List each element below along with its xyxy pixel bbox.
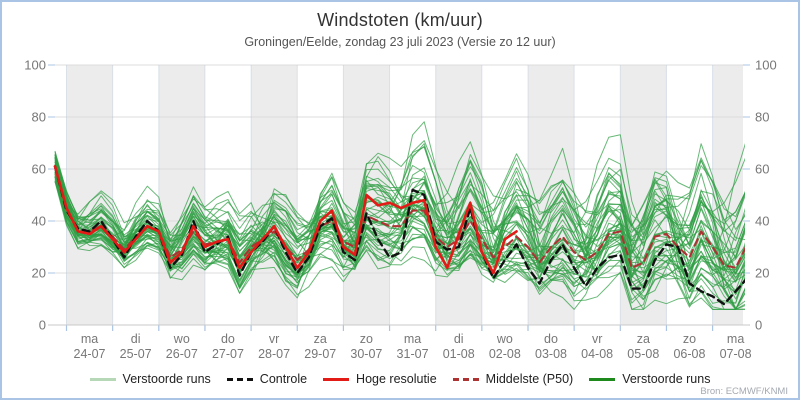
legend-label: Controle xyxy=(259,372,308,386)
legend-swatch-solid xyxy=(89,377,116,381)
legend-label: Verstoorde runs xyxy=(122,372,211,386)
day-date-label: 05-08 xyxy=(627,347,659,361)
legend-swatch-solid xyxy=(323,377,350,381)
day-of-week-label: za xyxy=(637,332,650,346)
series-line-middelste-p50- xyxy=(53,165,745,269)
legend-item-4: Verstoorde runs xyxy=(589,372,710,386)
ensemble-member-line xyxy=(54,164,745,293)
legend-item-3: Middelste (P50) xyxy=(452,372,574,386)
day-date-label: 29-07 xyxy=(304,347,336,361)
day-date-label: 30-07 xyxy=(350,347,382,361)
y-axis-label-left: 20 xyxy=(32,266,46,281)
legend-item-2: Hoge resolutie xyxy=(323,372,437,386)
y-axis-label-right: 40 xyxy=(755,214,769,229)
y-axis-label-right: 20 xyxy=(755,266,769,281)
day-of-week-label: ma xyxy=(81,332,98,346)
day-of-week-label: do xyxy=(544,332,558,346)
day-of-week-label: di xyxy=(131,332,141,346)
y-axis-label-left: 100 xyxy=(24,58,46,73)
day-date-label: 31-07 xyxy=(397,347,429,361)
y-axis-label-left: 80 xyxy=(32,110,46,125)
day-of-week-label: ma xyxy=(404,332,421,346)
legend-swatch-dashed xyxy=(226,377,253,381)
ensemble-member-line xyxy=(54,180,745,300)
legend-item-1: Controle xyxy=(226,372,308,386)
day-of-week-label: di xyxy=(454,332,464,346)
day-of-week-label: za xyxy=(314,332,327,346)
legend-swatch-solid xyxy=(589,377,616,381)
y-axis-label-right: 100 xyxy=(755,58,777,73)
y-axis-label-left: 0 xyxy=(39,318,46,333)
ensemble-member-line xyxy=(54,161,745,282)
day-date-label: 03-08 xyxy=(535,347,567,361)
legend-item-0: Verstoorde runs xyxy=(89,372,211,386)
y-axis-label-left: 60 xyxy=(32,162,46,177)
ensemble-member-line xyxy=(54,157,745,299)
series-line-hoge-resolutie xyxy=(53,165,518,275)
day-date-label: 04-08 xyxy=(581,347,613,361)
day-date-label: 07-08 xyxy=(720,347,752,361)
legend-label: Middelste (P50) xyxy=(485,372,574,386)
day-date-label: 06-08 xyxy=(673,347,705,361)
y-axis-label-right: 60 xyxy=(755,162,769,177)
day-date-label: 28-07 xyxy=(258,347,290,361)
day-of-week-label: wo xyxy=(173,332,190,346)
y-axis-label-left: 40 xyxy=(32,214,46,229)
day-date-label: 24-07 xyxy=(74,347,106,361)
legend-label: Hoge resolutie xyxy=(356,372,437,386)
day-of-week-label: ma xyxy=(727,332,744,346)
ensemble-member-line xyxy=(54,143,745,295)
day-of-week-label: wo xyxy=(496,332,513,346)
day-date-label: 25-07 xyxy=(120,347,152,361)
ensemble-member-line xyxy=(54,147,745,310)
y-axis-label-right: 0 xyxy=(755,318,762,333)
legend-label: Verstoorde runs xyxy=(622,372,711,386)
day-date-label: 27-07 xyxy=(212,347,244,361)
page-title: Windstoten (km/uur) xyxy=(317,10,483,30)
day-date-label: 26-07 xyxy=(166,347,198,361)
plot-area xyxy=(53,121,745,310)
day-band xyxy=(66,65,113,325)
day-of-week-label: zo xyxy=(360,332,373,346)
day-of-week-label: do xyxy=(221,332,235,346)
day-date-label: 01-08 xyxy=(443,347,475,361)
page-subtitle: Groningen/Eelde, zondag 23 juli 2023 (Ve… xyxy=(244,35,556,49)
day-of-week-label: vr xyxy=(592,332,602,346)
day-of-week-label: zo xyxy=(683,332,696,346)
source-credit: Bron: ECMWF/KNMI xyxy=(700,386,788,397)
day-of-week-label: vr xyxy=(269,332,279,346)
y-axis-label-right: 80 xyxy=(755,110,769,125)
series-line-controle xyxy=(53,165,745,306)
legend-swatch-dashed xyxy=(452,377,479,381)
chart-legend: Verstoorde runs Controle Hoge resolutie Mid… xyxy=(2,372,798,386)
day-date-label: 02-08 xyxy=(489,347,521,361)
